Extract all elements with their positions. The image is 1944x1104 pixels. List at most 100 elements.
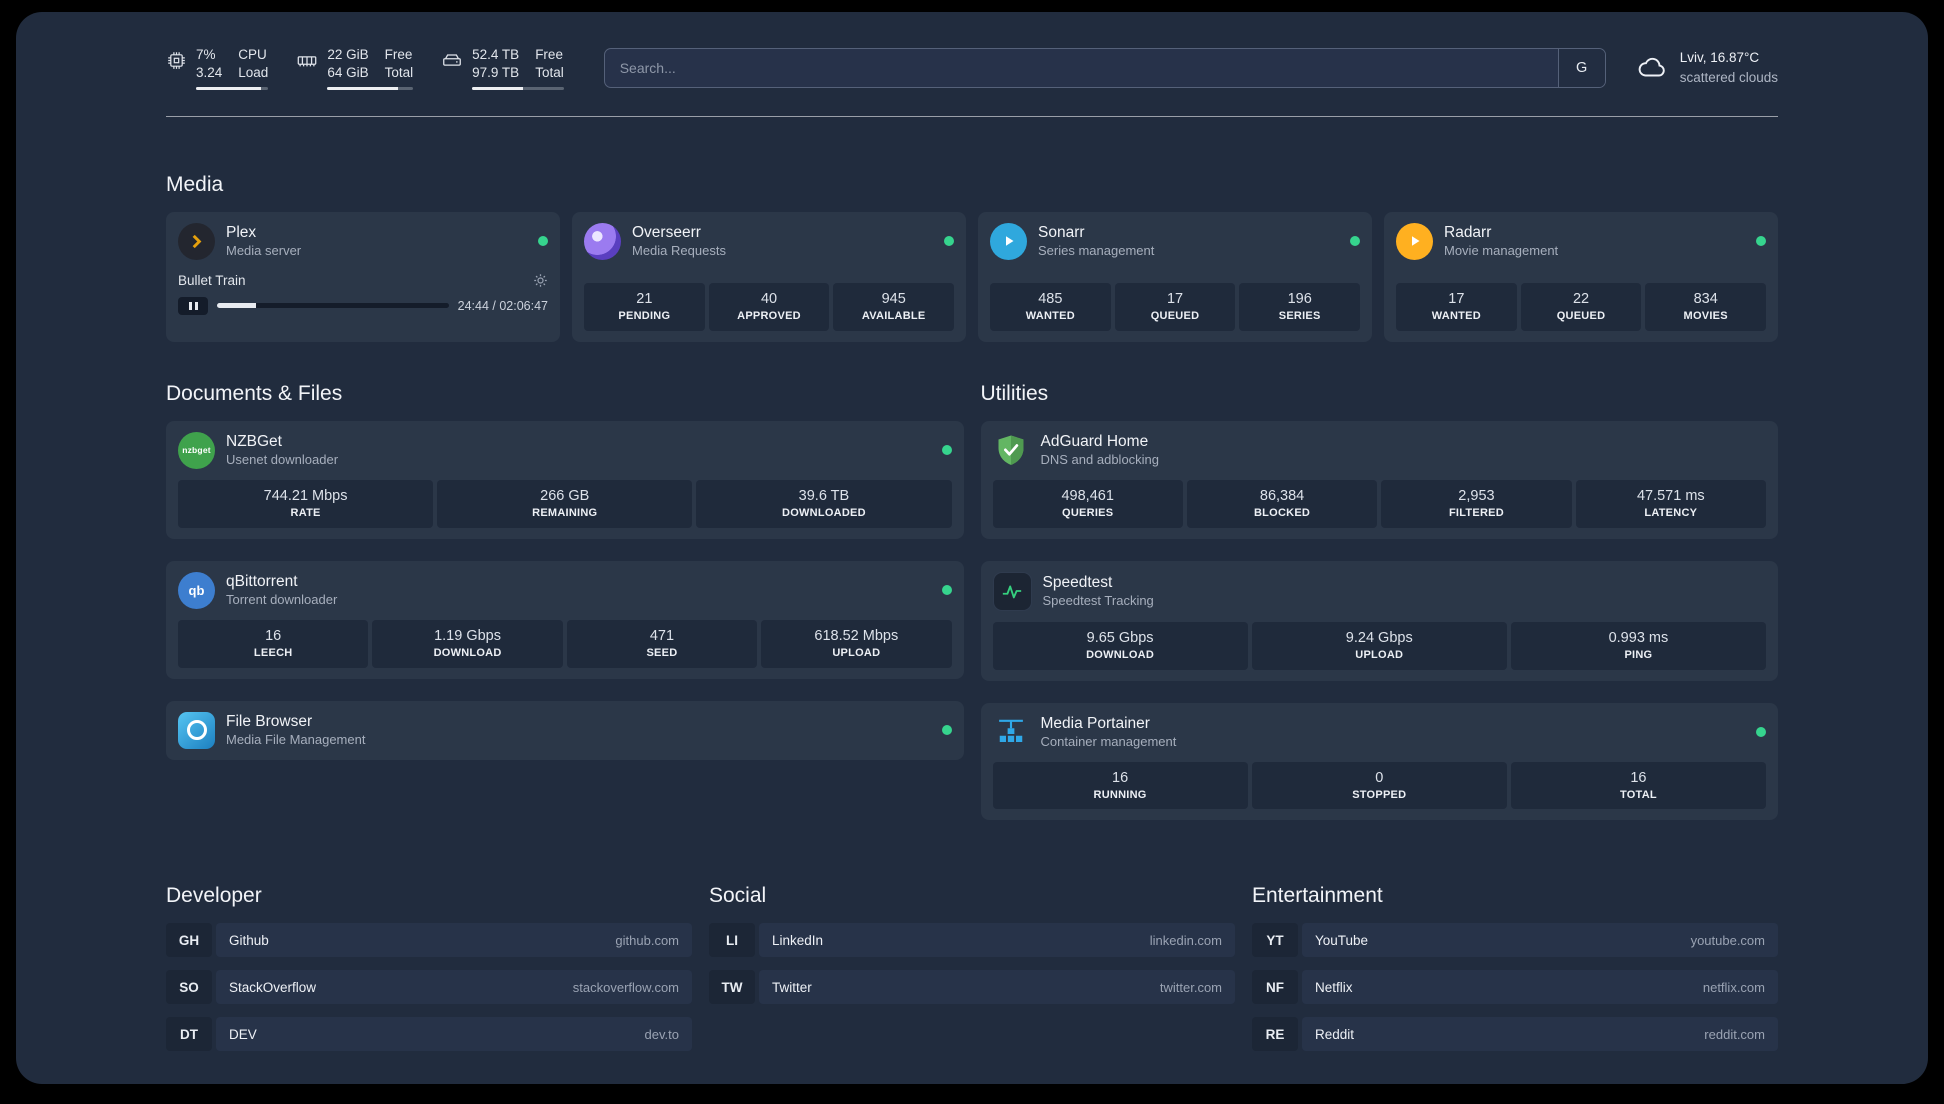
stat-label: FILTERED	[1448, 507, 1504, 520]
bookmark-name: Twitter	[772, 979, 812, 995]
bookmark-github[interactable]: GH Github github.com	[166, 923, 692, 958]
bookmark-abbr: NF	[1252, 970, 1298, 1005]
stat-tile: 9.65 Gbps DOWNLOAD	[992, 621, 1248, 670]
disk-total-value: 97.9 TB	[472, 64, 520, 80]
app-name: AdGuard Home	[1040, 432, 1149, 450]
pause-button[interactable]	[178, 296, 208, 315]
stat-value: 196	[1287, 290, 1312, 307]
stat-label: UPLOAD	[1355, 649, 1404, 662]
card-plex[interactable]: Plex Media server Bullet Train	[166, 211, 560, 342]
stat-tile: 16 TOTAL	[1510, 761, 1767, 810]
stat-label: WANTED	[1431, 310, 1481, 323]
bookmark-url: linkedin.com	[1149, 932, 1222, 948]
stat-value: 39.6 TB	[798, 487, 850, 504]
card-nzbget[interactable]: nzbget NZBGet Usenet downloader 744.21 M…	[166, 420, 964, 539]
bookmark-abbr: RE	[1252, 1017, 1298, 1052]
section-title-developer: Developer	[166, 884, 262, 908]
bookmark-abbr: LI	[709, 923, 755, 958]
bookmark-stackoverflow[interactable]: SO StackOverflow stackoverflow.com	[166, 970, 692, 1005]
stat-tile: 744.21 Mbps RATE	[178, 479, 434, 528]
bookmark-linkedin[interactable]: LI LinkedIn linkedin.com	[709, 923, 1235, 958]
cpu-usage: 7%	[196, 47, 216, 62]
stat-value: 86,384	[1259, 487, 1305, 504]
dashboard-panel: 7% 3.24 CPU Load	[16, 12, 1928, 1084]
bookmark-name: YouTube	[1315, 932, 1369, 948]
stat-value: 945	[881, 290, 906, 307]
adguard-icon	[993, 432, 1030, 469]
app-subtitle: Series management	[1038, 243, 1155, 259]
stat-tile: 2,953 FILTERED	[1381, 479, 1572, 528]
stat-tile: 22 QUEUED	[1520, 282, 1642, 331]
bookmark-name: Netflix	[1315, 979, 1353, 995]
stat-tile: 0 STOPPED	[1251, 761, 1507, 810]
search-input[interactable]	[604, 48, 1558, 87]
plex-icon	[178, 222, 215, 260]
stat-value: 0	[1375, 769, 1384, 786]
stat-label: QUERIES	[1062, 507, 1114, 520]
memory-progress-bar	[327, 86, 414, 90]
app-name: Overseerr	[632, 223, 701, 241]
stat-label: QUEUED	[1150, 310, 1200, 323]
stat-tile: 16 LEECH	[178, 619, 369, 668]
stat-tile: 16 RUNNING	[992, 761, 1248, 810]
playback-time: 24:44 / 02:06:47	[457, 298, 548, 313]
bookmark-youtube[interactable]: YT YouTube youtube.com	[1252, 923, 1778, 958]
cloud-icon	[1636, 55, 1668, 81]
card-qbittorrent[interactable]: qb qBittorrent Torrent downloader 16 LEE…	[166, 560, 964, 679]
stat-tile: 945 AVAILABLE	[833, 282, 955, 331]
section-media: Media Plex Media server	[166, 173, 1778, 342]
stat-value: 22	[1572, 290, 1590, 307]
stat-value: 9.24 Gbps	[1345, 629, 1413, 646]
disk-icon	[441, 50, 463, 72]
bookmark-url: netflix.com	[1702, 979, 1765, 995]
stat-value: 0.993 ms	[1608, 629, 1669, 646]
stat-tile: 9.24 Gbps UPLOAD	[1251, 621, 1507, 670]
card-speedtest[interactable]: Speedtest Speedtest Tracking 9.65 Gbps D…	[980, 560, 1778, 681]
bookmark-dev[interactable]: DT DEV dev.to	[166, 1017, 692, 1052]
radarr-icon	[1396, 222, 1433, 260]
card-radarr[interactable]: Radarr Movie management 17 WANTED 22 QUE…	[1384, 211, 1778, 342]
stat-tile: 618.52 Mbps UPLOAD	[761, 619, 952, 668]
section-title-utilities: Utilities	[980, 381, 1049, 405]
bookmark-twitter[interactable]: TW Twitter twitter.com	[709, 970, 1235, 1005]
stat-tile: 86,384 BLOCKED	[1186, 479, 1378, 528]
sonarr-icon	[990, 222, 1027, 260]
stat-label: DOWNLOAD	[433, 647, 502, 660]
card-portainer[interactable]: Media Portainer Container management 16 …	[980, 702, 1778, 821]
stat-value: 47.571 ms	[1636, 487, 1705, 504]
bookmark-url: dev.to	[644, 1026, 679, 1042]
disk-free-label: Free	[535, 47, 563, 62]
stat-value: 1.19 Gbps	[434, 627, 502, 644]
stat-value: 471	[649, 627, 675, 644]
card-sonarr[interactable]: Sonarr Series management 485 WANTED 17 Q…	[978, 211, 1372, 342]
bookmark-netflix[interactable]: NF Netflix netflix.com	[1252, 970, 1778, 1005]
card-adguard[interactable]: AdGuard Home DNS and adblocking 498,461 …	[980, 420, 1778, 539]
disk-progress-bar	[472, 86, 564, 90]
bookmark-abbr: TW	[709, 970, 755, 1005]
bookmark-reddit[interactable]: RE Reddit reddit.com	[1252, 1017, 1778, 1052]
status-dot	[944, 236, 954, 247]
bookmark-group-developer: Developer GH Github github.com SO StackO…	[166, 884, 692, 1064]
app-name: File Browser	[226, 712, 313, 730]
stat-value: 16	[265, 627, 282, 644]
bookmark-group-entertainment: Entertainment YT YouTube youtube.com NF …	[1252, 884, 1778, 1064]
search-bar: G	[603, 47, 1606, 88]
gear-icon[interactable]	[533, 273, 548, 288]
bookmark-name: DEV	[229, 1026, 257, 1042]
card-filebrowser[interactable]: File Browser Media File Management	[166, 700, 964, 760]
playback-progress-bar[interactable]	[217, 303, 449, 309]
status-dot	[941, 585, 952, 596]
bookmark-url: stackoverflow.com	[572, 979, 679, 995]
app-name: Media Portainer	[1040, 714, 1150, 732]
search-provider-button[interactable]: G	[1557, 48, 1605, 87]
stat-label: MOVIES	[1683, 310, 1728, 323]
stat-tile: 471 SEED	[566, 619, 758, 668]
cpu-label: CPU	[238, 47, 267, 62]
cpu-widget: 7% 3.24 CPU Load	[166, 46, 269, 90]
section-title-documents: Documents & Files	[166, 381, 343, 405]
memory-free-label: Free	[384, 47, 413, 62]
bookmark-url: github.com	[615, 932, 679, 948]
app-subtitle: Movie management	[1444, 243, 1559, 259]
card-overseerr[interactable]: Overseerr Media Requests 21 PENDING 40 A…	[572, 211, 966, 342]
section-title-media: Media	[166, 172, 224, 196]
